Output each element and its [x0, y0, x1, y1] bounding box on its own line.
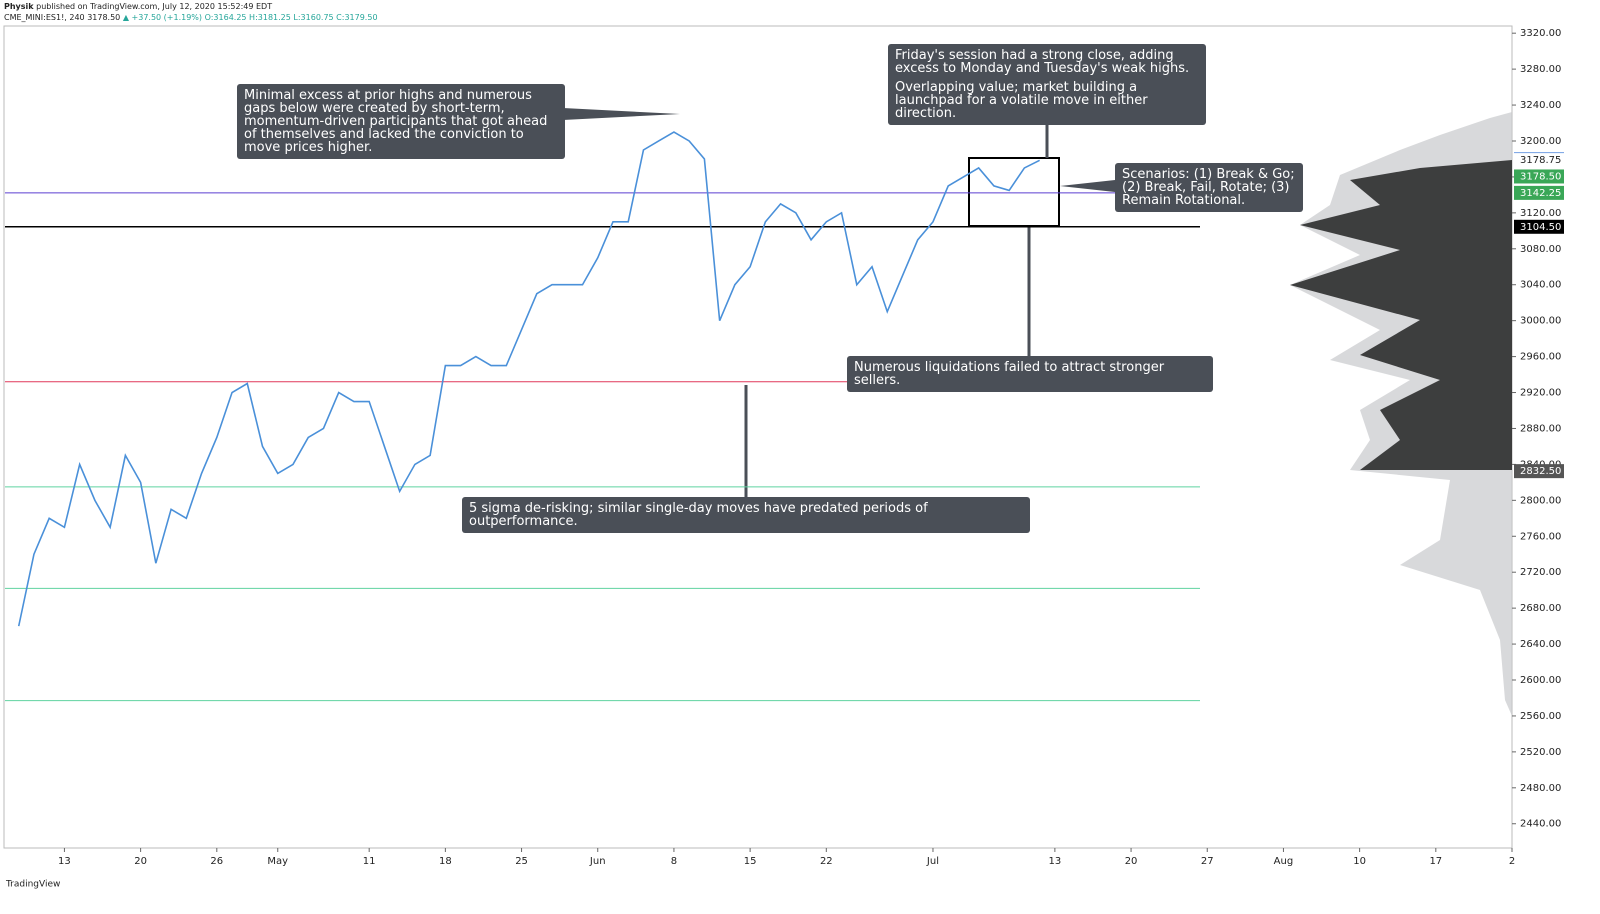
annotation: Friday's session had a strong close, add…: [888, 44, 1206, 125]
y-tick-label: 3200.00: [1520, 136, 1561, 147]
x-tick-label: 8: [671, 856, 677, 867]
annotation: Numerous liquidations failed to attract …: [847, 356, 1213, 392]
annotation: Minimal excess at prior highs and numero…: [237, 84, 565, 159]
y-tick-label: 3000.00: [1520, 316, 1561, 327]
y-tick-label: 3240.00: [1520, 100, 1561, 111]
x-tick-label: 27: [1201, 856, 1214, 867]
annotation: 5 sigma de-risking; similar single-day m…: [462, 497, 1030, 533]
y-tick-label: 2760.00: [1520, 531, 1561, 542]
ohlc: O:3164.25 H:3181.25 L:3160.75 C:3179.50: [204, 13, 378, 22]
y-tick-label: 2720.00: [1520, 567, 1561, 578]
x-tick-label: 18: [439, 856, 452, 867]
annotation-text: 5 sigma de-risking; similar single-day m…: [469, 501, 928, 529]
callout-pointer: [1060, 180, 1115, 192]
change: ▲ +37.50 (+1.19%): [122, 13, 203, 22]
x-tick-label: 17: [1429, 856, 1442, 867]
x-tick-label: 2: [1509, 856, 1515, 867]
x-tick-label: Jun: [589, 856, 606, 867]
y-tick-label: 2480.00: [1520, 783, 1561, 794]
plot-frame: [3, 25, 1513, 849]
x-tick-label: 13: [58, 856, 71, 867]
annotation-text: Numerous liquidations failed to attract …: [854, 360, 1165, 388]
price-badge-label: 3104.50: [1520, 222, 1561, 233]
price-badge: [1514, 153, 1564, 168]
y-tick-label: 2960.00: [1520, 352, 1561, 363]
x-tick-label: May: [267, 856, 288, 867]
footer: TradingView: [5, 880, 60, 890]
x-tick-label: 20: [1125, 856, 1138, 867]
price-badge: [1514, 219, 1564, 234]
price-badge-label: 3178.75: [1520, 155, 1561, 166]
y-tick-label: 3280.00: [1520, 64, 1561, 75]
y-tick-label: 2600.00: [1520, 675, 1561, 686]
annotation-text: Overlapping value; market building a lau…: [895, 80, 1148, 121]
x-tick-label: 15: [744, 856, 757, 867]
symbol-bar: CME_MINI:ES1!, 240 3178.50 ▲ +37.50 (+1.…: [4, 13, 378, 22]
price-badge-label: 2832.50: [1520, 466, 1561, 477]
annotation-text: Friday's session had a strong close, add…: [895, 48, 1190, 76]
last: 3178.50: [87, 13, 121, 22]
y-tick-label: 3320.00: [1520, 28, 1561, 39]
y-tick-label: 3120.00: [1520, 208, 1561, 219]
y-tick-label: 2800.00: [1520, 495, 1561, 506]
y-tick-label: 3080.00: [1520, 244, 1561, 255]
price-line: [17, 131, 1040, 627]
x-tick-label: 20: [134, 856, 147, 867]
x-tick-label: Jul: [926, 856, 939, 867]
y-tick-label: 2920.00: [1520, 388, 1561, 399]
range-box: [968, 157, 1060, 227]
layer: 2440.00 2480.00 2520.00 2560.00 2600.00 2640.…: [5, 28, 1564, 867]
x-tick-label: 13: [1049, 856, 1062, 867]
price-badge: [1514, 169, 1564, 184]
symbol: CME_MINI:ES1!, 240: [4, 13, 85, 22]
callout-pointer: [563, 108, 680, 120]
annotation-text: Scenarios: (1) Break & Go; (2) Break, Fa…: [1122, 167, 1295, 208]
y-tick-label: 2440.00: [1520, 819, 1561, 830]
x-tick-label: 22: [820, 856, 833, 867]
price-badge-label: 3178.50: [1520, 171, 1561, 182]
y-tick-label: 2880.00: [1520, 423, 1561, 434]
annotation: Scenarios: (1) Break & Go; (2) Break, Fa…: [1115, 163, 1303, 212]
volume-profile-value-area: [1290, 160, 1512, 470]
published: published on TradingView.com, July 12, 2…: [36, 2, 273, 11]
annotation-text: Minimal excess at prior highs and numero…: [244, 88, 548, 155]
x-tick-label: 25: [515, 856, 528, 867]
x-tick-label: 26: [210, 856, 223, 867]
y-tick-label: 2640.00: [1520, 639, 1561, 650]
y-tick-label: 3040.00: [1520, 280, 1561, 291]
price-badge: [1514, 464, 1564, 479]
y-tick-label: 2520.00: [1520, 747, 1561, 758]
x-tick-label: Aug: [1274, 856, 1294, 867]
y-tick-label: 2560.00: [1520, 711, 1561, 722]
x-tick-label: 11: [363, 856, 376, 867]
header: Physik published on TradingView.com, Jul…: [4, 2, 272, 11]
price-badge: [1514, 185, 1564, 200]
price-badge-label: 3142.25: [1520, 188, 1561, 199]
y-tick-label: 2680.00: [1520, 603, 1561, 614]
publisher: Physik: [4, 2, 34, 11]
x-tick-label: 10: [1353, 856, 1366, 867]
